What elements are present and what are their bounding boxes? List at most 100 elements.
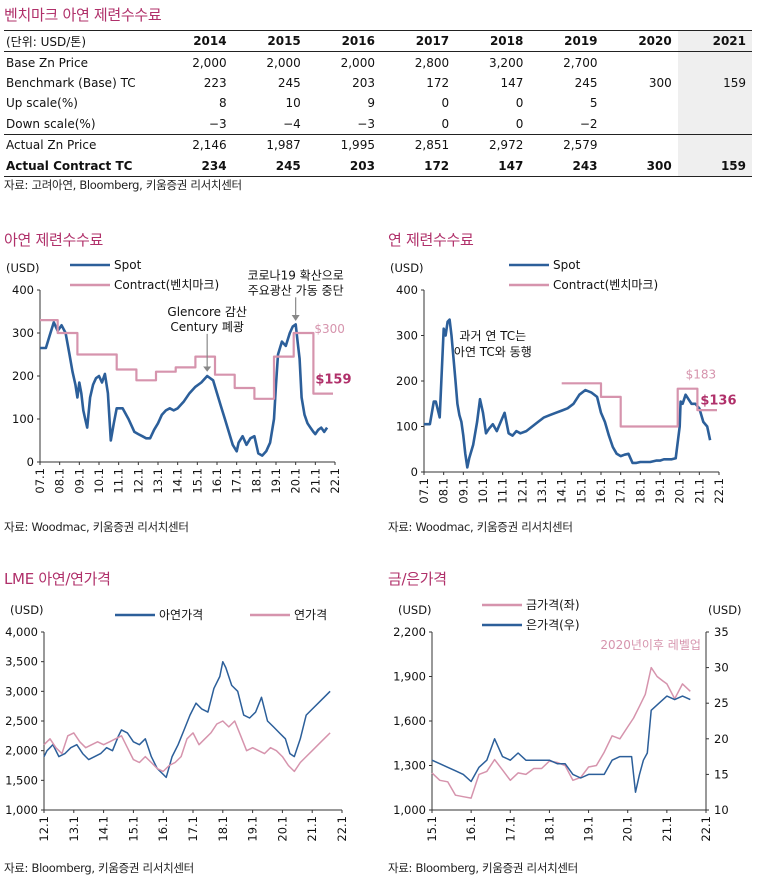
table-cell: 10 <box>285 96 301 111</box>
table-cell: 245 <box>232 155 307 177</box>
x-tick-label: 08.1 <box>437 478 451 504</box>
x-tick-label: 16.1 <box>156 816 170 842</box>
legend-label: Contract(벤치마크) <box>553 278 658 292</box>
x-tick-label: 19.1 <box>653 478 667 504</box>
y-tick-label: 200 <box>396 374 418 388</box>
tc-table: (단위: USD/톤) 2014 2015 2016 2017 2018 201… <box>4 29 752 177</box>
x-tick-label: 13.1 <box>67 816 81 842</box>
legend-label: Spot <box>114 258 142 272</box>
annotation-text: $136 <box>700 394 736 409</box>
table-cell: 0 <box>515 116 524 131</box>
x-tick-label: 15.1 <box>574 478 588 504</box>
annotation-text: Glencore 감산 <box>167 305 247 319</box>
x-tick-label: 19.1 <box>246 816 260 842</box>
x-tick-label: 17.1 <box>186 816 200 842</box>
table-header-row: (단위: USD/톤) 2014 2015 2016 2017 2018 201… <box>4 29 752 53</box>
table-cell <box>677 113 752 135</box>
table-cell: 2,000 <box>192 55 227 70</box>
table-cell: 203 <box>306 155 381 177</box>
y-tick-label: 200 <box>12 369 34 383</box>
y-tick-label: 100 <box>12 412 34 426</box>
table-cell <box>603 133 678 156</box>
y-tick-label: 400 <box>12 283 34 297</box>
table-cell: 5 <box>589 96 598 111</box>
x-tick-label: 20.1 <box>673 478 687 504</box>
annotation-arrowhead <box>291 314 300 321</box>
x-tick-label: 21.1 <box>308 468 322 494</box>
row-label: Benchmark (Base) TC <box>6 75 136 90</box>
x-tick-label: 13.1 <box>535 478 549 504</box>
y-tick-label: 4,000 <box>5 625 38 639</box>
year-header: 2020 <box>603 29 678 53</box>
y-tick-label: 0 <box>411 465 418 479</box>
table-cell: 2,800 <box>414 55 450 70</box>
legend-label: 연가격 <box>294 608 327 622</box>
x-tick-label: 10.1 <box>92 468 106 494</box>
series-line-0 <box>424 318 712 469</box>
y-right-tick-label: 20 <box>714 732 729 746</box>
annotation-text: 주요광산 가동 중단 <box>248 283 344 297</box>
y-tick-label: 2,500 <box>5 714 38 728</box>
year-header: 2014 <box>158 29 233 53</box>
y-tick-label: 1,500 <box>5 773 38 787</box>
y-right-tick-label: 25 <box>714 696 729 710</box>
table-cell: 2,851 <box>380 133 456 156</box>
table-cell: −2 <box>579 116 598 131</box>
chart-title-lme: LME 아연/연가격 <box>4 570 111 588</box>
table-cell: −4 <box>283 116 301 131</box>
x-tick-label: 17.1 <box>614 478 628 504</box>
chart-title-lead-tc: 연 제련수수료 <box>388 231 474 249</box>
row-label: Base Zn Price <box>6 55 88 70</box>
year-header: 2021 <box>677 29 752 53</box>
row-label: Down scale(%) <box>6 116 96 131</box>
x-tick-label: 14.1 <box>97 816 111 842</box>
y-tick-label: 1,000 <box>5 803 38 817</box>
table-row: Up scale(%) 8 10 9 0 0 5 <box>4 93 752 114</box>
x-tick-label: 11.1 <box>112 468 126 494</box>
x-tick-label: 15.1 <box>425 816 439 842</box>
row-label: Up scale(%) <box>6 96 78 111</box>
series-line-0 <box>431 666 691 799</box>
table-cell <box>677 51 752 73</box>
series-line-1 <box>43 720 331 773</box>
row-label: Actual Zn Price <box>4 133 159 156</box>
legend-label: Contract(벤치마크) <box>114 278 219 292</box>
year-header: 2017 <box>380 29 456 53</box>
zinc-tc-chart: 0 100 200 300 400 (USD) 07.1 08.1 09.1 10.1 11.1 12… <box>6 258 352 494</box>
x-tick-label: 08.1 <box>53 468 67 494</box>
table-cell: 223 <box>203 75 227 90</box>
legend-label: 은가격(우) <box>526 618 580 632</box>
table-cell: 243 <box>529 155 604 177</box>
series-line-1 <box>561 382 717 428</box>
y-tick-label: 3,500 <box>5 655 38 669</box>
annotation-text: $300 <box>314 322 345 336</box>
x-tick-label: 14.1 <box>555 478 569 504</box>
table-cell: 203 <box>352 75 375 90</box>
x-tick-label: 18.1 <box>216 816 230 842</box>
y-tick-label: 0 <box>27 455 34 469</box>
table-cell: 2,000 <box>266 55 301 70</box>
chart-title-zinc-tc: 아연 제련수수료 <box>4 231 103 249</box>
x-tick-label: 22.1 <box>699 816 713 842</box>
table-cell: 2,146 <box>158 133 233 156</box>
unit-label: (단위: USD/톤) <box>4 29 159 53</box>
chart-source-lead-tc: 자료: Woodmac, 키움증권 리서치센터 <box>388 520 573 534</box>
table-source: 자료: 고려아연, Bloomberg, 키움증권 리서치센터 <box>4 178 242 192</box>
x-tick-label: 13.1 <box>151 468 165 494</box>
x-tick-label: 09.1 <box>72 468 86 494</box>
y-tick-label: 400 <box>396 283 418 297</box>
x-tick-label: 21.1 <box>660 816 674 842</box>
x-tick-label: 21.1 <box>305 816 319 842</box>
y-axis-unit: (USD) <box>398 603 432 617</box>
table-cell <box>604 52 678 73</box>
year-header: 2015 <box>232 29 307 53</box>
x-tick-label: 20.1 <box>289 468 303 494</box>
annotation-text: $183 <box>686 368 717 382</box>
legend-label: 금가격(좌) <box>526 598 580 612</box>
x-tick-label: 17.1 <box>230 468 244 494</box>
x-tick-label: 18.1 <box>249 468 263 494</box>
table-cell: 159 <box>677 155 752 177</box>
y-right-tick-label: 15 <box>714 767 729 781</box>
x-tick-label: 18.1 <box>542 816 556 842</box>
x-tick-label: 11.1 <box>496 478 510 504</box>
